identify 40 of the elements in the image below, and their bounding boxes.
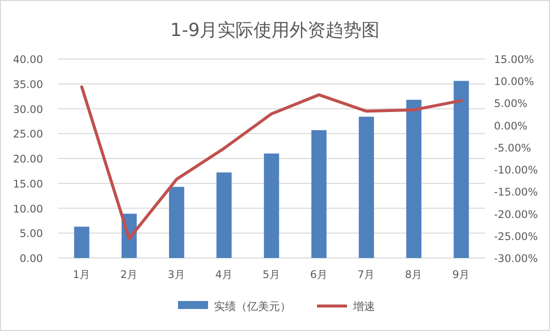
y2-tick-label: -10.00% bbox=[494, 164, 538, 177]
y-tick-label: 5.00 bbox=[20, 228, 43, 240]
x-tick-label: 9月 bbox=[452, 269, 470, 281]
bar bbox=[74, 226, 90, 258]
y2-tick-label: -25.00% bbox=[494, 230, 538, 243]
y2-tick-label: -5.00% bbox=[494, 142, 532, 154]
y-tick-label: 0.00 bbox=[20, 253, 43, 265]
bar bbox=[406, 100, 422, 258]
bar bbox=[169, 186, 184, 258]
y2-tick-label: -30.00% bbox=[494, 253, 538, 265]
bar bbox=[311, 130, 327, 258]
y-tick-label: 10.00 bbox=[12, 203, 43, 216]
y2-tick-label: -15.00% bbox=[494, 186, 538, 199]
x-tick-label: 3月 bbox=[168, 269, 186, 281]
x-tick-label: 7月 bbox=[358, 269, 376, 281]
x-tick-label: 1月 bbox=[72, 269, 91, 281]
chart-title: 1-9月实际使用外资趋势图 bbox=[170, 20, 380, 41]
x-tick-label: 2月 bbox=[120, 269, 138, 281]
y-tick-label: 35.00 bbox=[12, 78, 43, 91]
x-tick-label: 5月 bbox=[262, 269, 280, 281]
y-tick-label: 15.00 bbox=[12, 178, 43, 190]
y-tick-label: 20.00 bbox=[12, 154, 43, 166]
y-tick-label: 25.00 bbox=[12, 128, 43, 141]
y-tick-label: 30.00 bbox=[12, 104, 43, 116]
legend-label: 增速 bbox=[352, 300, 375, 313]
legend-label: 实绩（亿美元） bbox=[214, 300, 291, 313]
y2-tick-label: 5.00% bbox=[494, 98, 528, 110]
x-tick-label: 4月 bbox=[215, 269, 233, 281]
x-tick-label: 6月 bbox=[310, 269, 328, 281]
y2-tick-label: 0.00% bbox=[494, 120, 528, 132]
line-series bbox=[80, 85, 463, 240]
y2-tick-label: 15.00% bbox=[494, 54, 534, 66]
bar bbox=[216, 172, 232, 258]
y2-tick-label: 10.00% bbox=[494, 76, 534, 88]
bar bbox=[264, 154, 280, 258]
x-tick-label: 8月 bbox=[404, 269, 423, 281]
bar bbox=[454, 80, 469, 258]
y2-tick-label: -20.00% bbox=[494, 208, 538, 221]
y-tick-label: 40.00 bbox=[12, 54, 43, 66]
bar bbox=[358, 116, 374, 258]
